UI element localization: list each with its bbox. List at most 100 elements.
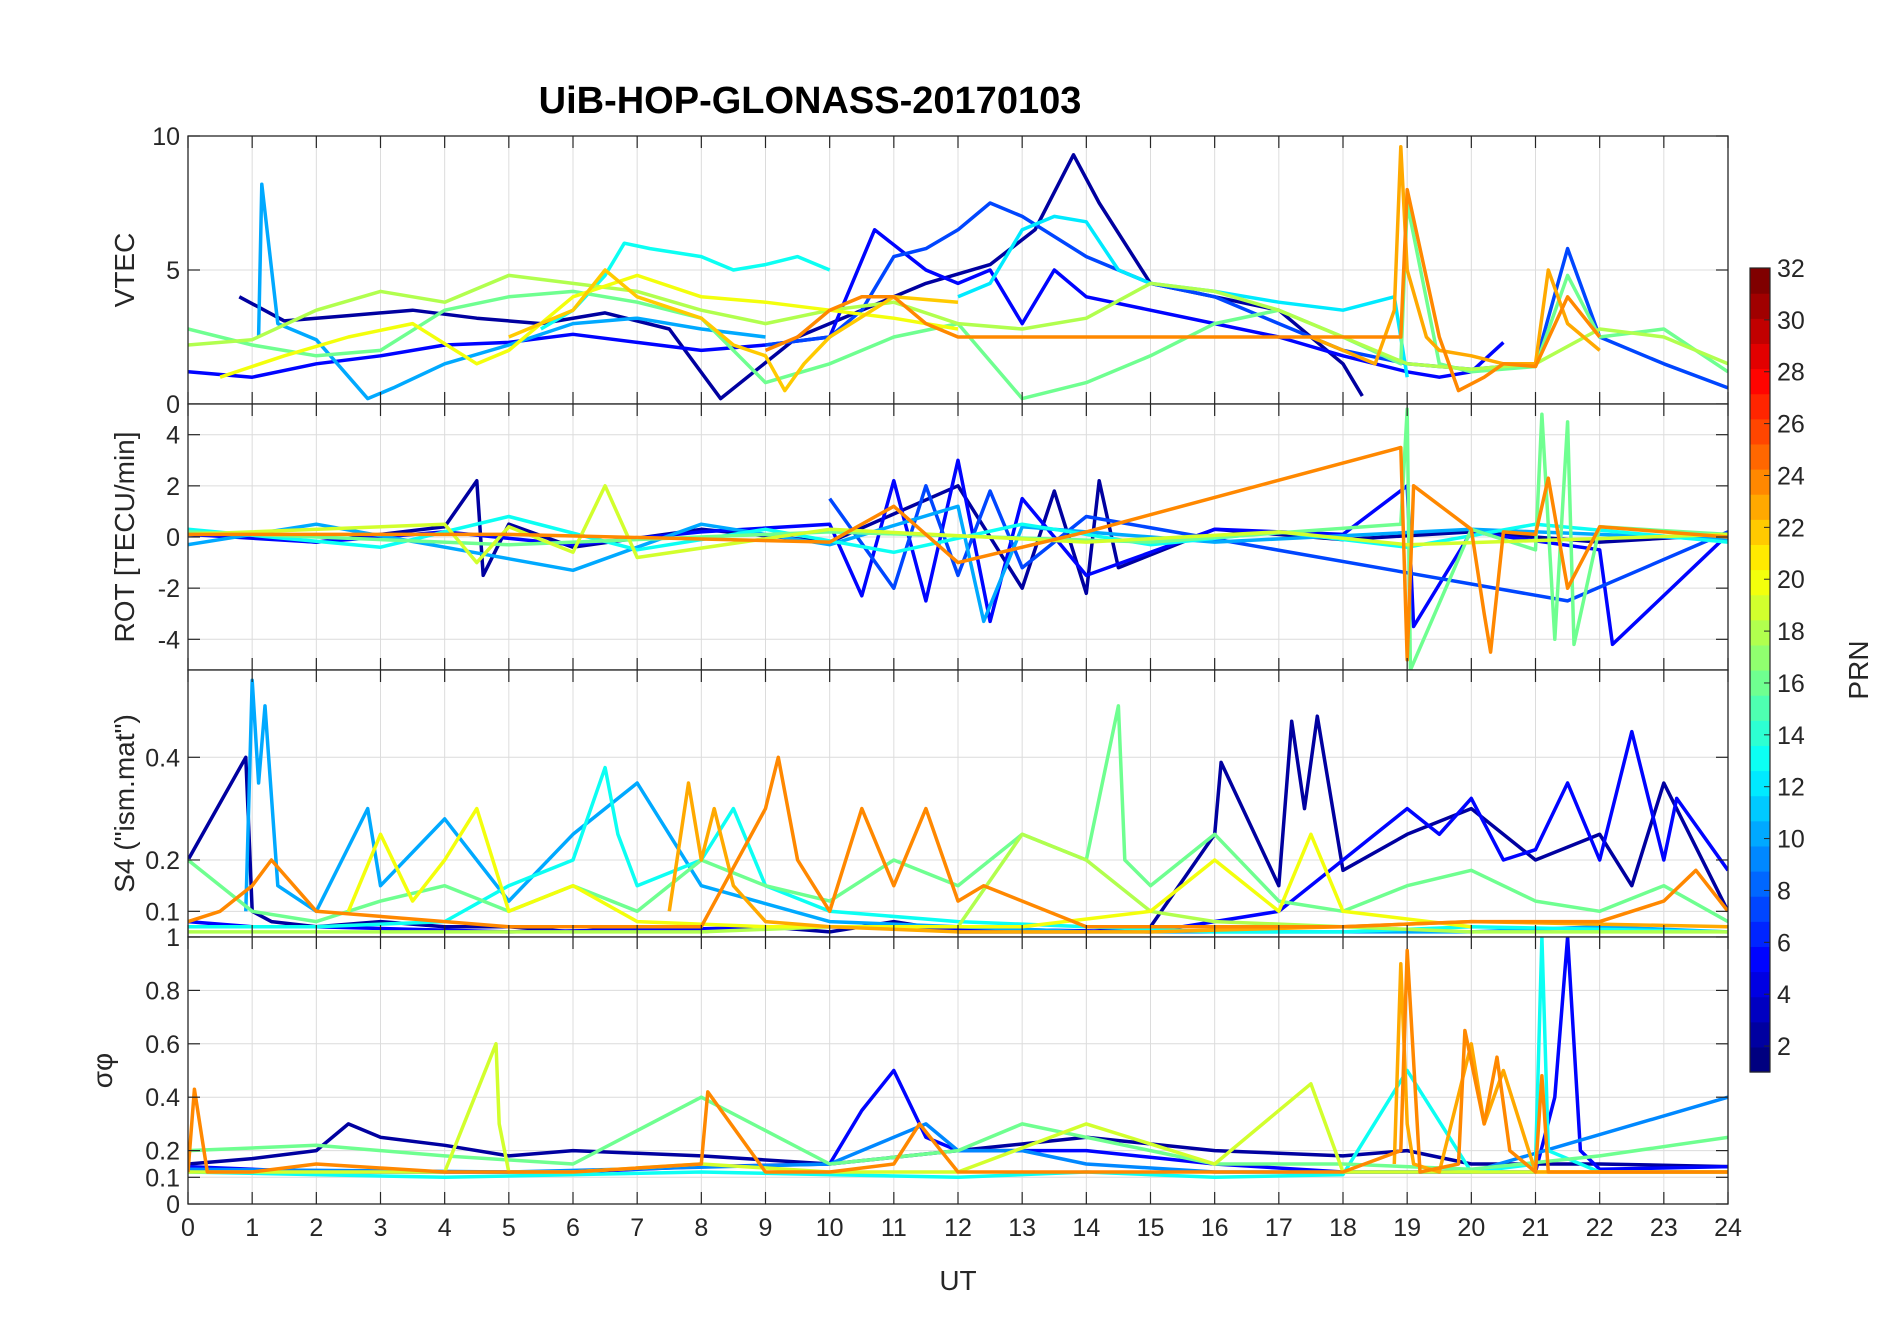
colorbar-tick-label: 6 [1777,929,1791,957]
y-tick-label: 1 [166,924,180,952]
y-tick-label: 0 [166,1191,180,1219]
colorbar-tick-label: 10 [1777,826,1805,854]
colorbar-segment [1750,293,1770,319]
series-prn-16 [188,1095,1728,1172]
colorbar-segment [1750,695,1770,721]
colorbar-segment [1750,519,1770,545]
colorbar-segment [1750,896,1770,922]
colorbar-segment [1750,594,1770,621]
series-prn-24 [188,445,1728,662]
series-group [188,144,1728,401]
colorbar-segment [1750,946,1770,973]
colorbar-frame [1749,267,1771,1073]
colorbar-segment [1750,670,1770,696]
y-axis-label: VTEC [109,233,140,308]
series-prn-18 [188,273,1728,371]
x-tick-labels: 0 1 2 3 4 5 6 7 8 9 10 11 12 13 14 15 16 17 18 19 20 21 22 23 24 [181,1214,1742,1242]
y-tick-label: 0.2 [145,847,180,875]
y-tick-label: 0 [166,391,180,419]
x-tick-label: 21 [1522,1214,1550,1242]
panel-1: 0 5 10 VTEC [109,123,1729,419]
series-prn-13 [188,765,1728,934]
x-axis-label: UT [939,1265,976,1296]
y-tick-label: 2 [166,473,180,501]
x-tick-label: 2 [309,1214,323,1242]
series-group [188,407,1728,670]
colorbar-label: PRN [1843,640,1874,699]
y-tick-label: 0.4 [145,1084,180,1112]
x-tick-label: 20 [1457,1214,1485,1242]
colorbar-segment [1750,644,1770,671]
series-prn-19 [188,484,1728,565]
colorbar-tick-label: 32 [1777,255,1805,283]
y-tick-label: 0.2 [145,1138,180,1166]
colorbar-segment [1750,745,1770,772]
x-tick-label: 11 [881,1214,907,1242]
colorbar-tick-label: 26 [1777,411,1805,439]
x-tick-label: 17 [1265,1214,1293,1242]
series-prn-7 [828,484,1728,603]
y-tick-label: 0.6 [145,1031,180,1059]
colorbar-segment [1750,1046,1770,1073]
colorbar-tick-label: 28 [1777,359,1805,387]
panel-3: 0.1 0.2 0.4S4 ("ism.mat") [109,669,1729,938]
x-tick-label: 8 [694,1214,708,1242]
panel-2: -4 -2 0 2 4 ROT [TECU/min] [109,403,1729,671]
colorbar-tick-label: 4 [1777,981,1791,1009]
x-tick-label: 15 [1137,1214,1165,1242]
x-tick-label: 18 [1329,1214,1357,1242]
colorbar-segment [1750,343,1770,370]
series-prn-13 [188,937,1728,1180]
series-prn-22 [508,268,959,393]
colorbar-segment [1750,795,1770,822]
x-tick-label: 13 [1008,1214,1036,1242]
x-tick-label: 12 [944,1214,972,1242]
colorbar-segment [1750,544,1770,571]
series-prn-23 [1310,144,1601,366]
grid [187,670,1729,937]
series-prn-16 [188,201,1728,401]
x-tick-label: 6 [566,1214,580,1242]
x-tick-label: 7 [630,1214,644,1242]
colorbar-segment [1750,619,1770,646]
panel-4: 00.10.2 0.4 0.6 0.8 1 σφ [87,924,1729,1219]
colorbar-segment [1750,996,1770,1023]
colorbar-tick-label: 16 [1777,670,1805,698]
y-axis-label: ROT [TECU/min] [109,431,140,642]
x-tick-label: 14 [1072,1214,1100,1242]
colorbar-segment [1750,318,1770,344]
y-tick-label: 10 [152,123,180,151]
x-tick-label: 4 [438,1214,452,1242]
colorbar-tick-label: 30 [1777,307,1805,335]
series-prn-5 [188,228,1505,379]
x-tick-label: 16 [1201,1214,1229,1242]
y-tick-label: 0.1 [145,1164,180,1192]
series-group [188,937,1728,1180]
colorbar-segment [1750,418,1770,445]
x-tick-label: 0 [181,1214,195,1242]
colorbar-segment [1750,368,1770,395]
y-tick-label: 0.1 [145,898,180,926]
y-tick-label: 0.4 [145,744,180,772]
x-tick-label: 24 [1714,1214,1742,1242]
chart-title: UiB-HOP-GLONASS-20170103 [539,80,1082,122]
colorbar-segment [1750,268,1770,294]
colorbar-segment [1750,443,1770,470]
colorbar-tick-label: 12 [1777,774,1805,802]
colorbar-segment [1750,393,1770,420]
series-prn-12 [957,214,1409,378]
colorbar-segment [1750,921,1770,947]
colorbar-segment [1750,569,1770,596]
series-prn-24 [764,187,1602,393]
series-prn-10 [256,182,766,401]
series-prn-7 [765,201,1728,390]
series-prn-24 [188,948,1728,1174]
colorbar-tick-label: 24 [1777,462,1805,490]
y-tick-label: 0 [166,524,180,552]
colorbar-tick-label: 8 [1777,877,1791,905]
colorbar-segment [1750,820,1770,847]
y-axis-label: S4 ("ism.mat") [109,714,140,893]
